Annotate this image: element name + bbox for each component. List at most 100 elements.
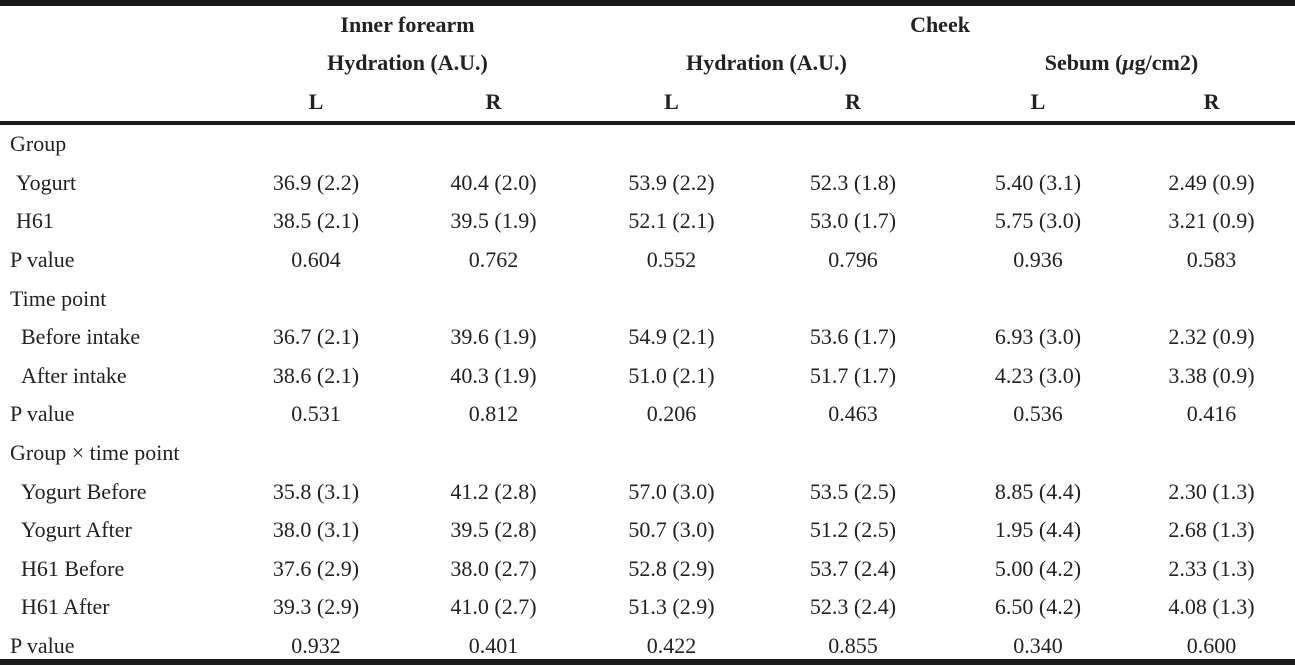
table-cell: 54.9 (2.1) [628,324,715,350]
table-cell: 51.3 (2.9) [628,594,715,620]
table-cell: 2.68 (1.3) [1168,517,1255,543]
table-cell: 52.3 (1.8) [809,169,897,195]
table-cell [230,125,402,164]
table-cell: 8.85 (4.4) [994,478,1082,504]
table-cell: 2.32 (0.9) [1168,324,1255,350]
table-cell [758,125,948,164]
top-rule [0,0,1295,6]
row-label: P value [10,247,75,273]
table-cell [1128,434,1295,473]
table-cell: 0.762 [468,247,519,273]
table-cell: 51.2 (2.5) [809,517,897,543]
measure-cheek-sebum: Sebum (μg/cm2) [1044,50,1199,75]
table-cell: 2.30 (1.3) [1168,478,1255,504]
table-cell [585,434,758,473]
table-cell [1128,279,1295,318]
row-label: H61 After [21,594,110,620]
table-cell: 53.5 (2.5) [809,478,897,504]
table-cell: 53.6 (1.7) [809,324,897,350]
side-header: R [485,88,502,114]
side-header: L [664,88,679,114]
table-row: Yogurt Before 35.8 (3.1) 41.2 (2.8) 57.0 (3… [0,472,1295,511]
table-cell: 5.00 (4.2) [994,555,1082,581]
row-label: Before intake [21,324,141,350]
table-cell: 50.7 (3.0) [628,517,715,543]
table-cell: 38.0 (3.1) [272,517,360,543]
table-cell: 2.33 (1.3) [1168,555,1255,581]
table-row: H61 Before 37.6 (2.9) 38.0 (2.7) 52.8 (2.9)… [0,550,1295,589]
table-cell: 3.21 (0.9) [1168,208,1255,234]
table-row: H61 After 39.3 (2.9) 41.0 (2.7) 51.3 (2.9) 5… [0,588,1295,627]
table-cell [948,434,1128,473]
table-cell: 0.536 [1013,401,1063,427]
header-rule [0,121,1295,125]
table-header: Inner forearm Cheek Hydration (A.U.) Hyd… [0,6,1295,125]
table-cell: 0.422 [646,633,697,659]
table-cell [948,125,1128,164]
table-cell: 0.583 [1186,247,1237,273]
results-table: Inner forearm Cheek Hydration (A.U.) Hyd… [0,6,1295,665]
table-cell: 0.206 [646,401,697,427]
table-cell: 40.4 (2.0) [450,169,537,195]
table-row: Group × time point [0,434,1295,473]
table-cell: 52.8 (2.9) [628,555,715,581]
table-cell: 52.3 (2.4) [809,594,897,620]
table-cell: 1.95 (4.4) [994,517,1082,543]
table-cell: 4.23 (3.0) [994,362,1082,388]
table-cell: 6.50 (4.2) [994,594,1082,620]
table-cell [948,279,1128,318]
table-cell: 0.936 [1013,247,1063,273]
table-cell: 53.7 (2.4) [809,555,897,581]
row-label: Group × time point [10,440,180,466]
table-cell: 39.5 (1.9) [450,208,537,234]
table-cell: 53.0 (1.7) [809,208,897,234]
row-label: Time point [10,285,107,311]
table-cell: 39.5 (2.8) [450,517,537,543]
table-cell [402,279,585,318]
table-cell: 0.416 [1186,401,1237,427]
table-cell: 38.6 (2.1) [272,362,360,388]
side-header: R [1203,88,1220,114]
row-label: Group [10,131,67,157]
table-row: H61 38.5 (2.1) 39.5 (1.9) 52.1 (2.1) 53.0 (1… [0,202,1295,241]
row-label: H61 [16,208,54,234]
table-cell: 3.38 (0.9) [1168,362,1255,388]
table-cell: 52.1 (2.1) [628,208,715,234]
table-cell: 0.796 [828,247,878,273]
table-cell: 5.75 (3.0) [994,208,1082,234]
table-cell: 51.0 (2.1) [628,362,715,388]
table-cell: 4.08 (1.3) [1168,594,1255,620]
table-cell [585,279,758,318]
table-row: Yogurt 36.9 (2.2) 40.4 (2.0) 53.9 (2.2) 52.3… [0,164,1295,203]
table-cell: 5.40 (3.1) [994,169,1082,195]
side-header: L [1030,88,1046,114]
row-label: Yogurt After [21,517,132,543]
table-cell: 0.812 [468,401,519,427]
row-label: After intake [21,362,127,388]
row-label: P value [10,401,75,427]
measure-forearm-hydration: Hydration (A.U.) [327,50,488,75]
table-cell: 51.7 (1.7) [809,362,897,388]
table-cell: 6.93 (3.0) [994,324,1082,350]
region-inner-forearm: Inner forearm [340,12,475,37]
table-cell: 35.8 (3.1) [272,478,360,504]
table-cell: 53.9 (2.2) [628,169,715,195]
table-row: After intake 38.6 (2.1) 40.3 (1.9) 51.0 (2.… [0,357,1295,396]
table-row: Group [0,125,1295,164]
row-label: Yogurt [16,169,77,195]
row-label: Yogurt Before [21,478,147,504]
table-cell: 39.3 (2.9) [272,594,360,620]
bottom-rule [0,659,1295,665]
table-cell: 39.6 (1.9) [450,324,537,350]
table-row: P value 0.531 0.812 0.206 0.463 0.536 0.416 [0,395,1295,434]
table-row: Before intake 36.7 (2.1) 39.6 (1.9) 54.9 (2… [0,318,1295,357]
table-body: Group Yogurt 36.9 (2.2) 40.4 (2.0) 53.9 (2.2… [0,125,1295,665]
table-cell [758,434,948,473]
region-cheek: Cheek [910,12,970,37]
row-label: P value [10,633,75,659]
table-cell: 2.49 (0.9) [1168,169,1255,195]
table-row: P value 0.604 0.762 0.552 0.796 0.936 0.583 [0,241,1295,280]
row-label: H61 Before [21,555,125,581]
table-cell: 0.463 [828,401,878,427]
